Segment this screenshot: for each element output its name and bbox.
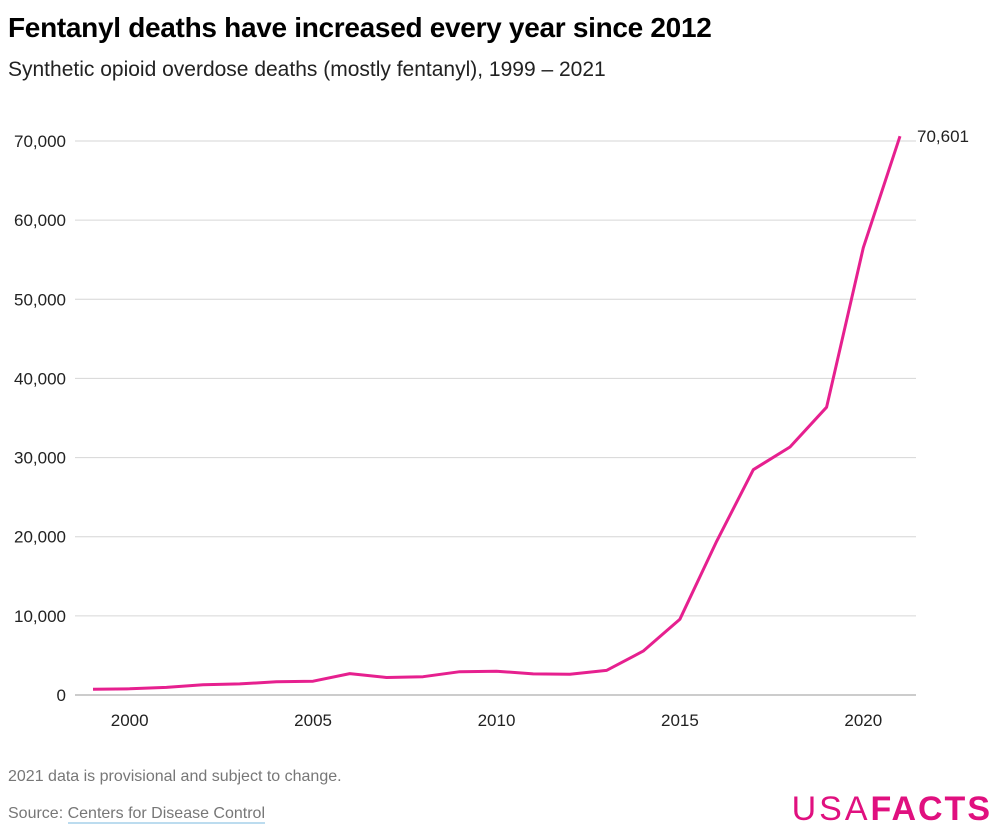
line-chart: 0 10,000 20,000 30,000 40,000 50,000 60,000 70,… [14,127,969,730]
usafacts-logo: USAFACTS [792,790,992,829]
logo-usa: USA [791,790,871,828]
y-tick-label: 30,000 [14,449,66,468]
x-tick-label: 2020 [844,711,882,730]
x-tick-label: 2015 [661,711,699,730]
y-tick-label: 40,000 [14,369,66,388]
series-line [92,135,902,691]
chart-subtitle: Synthetic opioid overdose deaths (mostly… [8,58,606,81]
x-tick-label: 2000 [111,711,149,730]
x-tick-label: 2005 [294,711,332,730]
logo-facts: FACTS [870,790,992,828]
source-link[interactable]: Centers for Disease Control [67,805,266,824]
footnote: 2021 data is provisional and subject to … [8,768,342,785]
y-tick-label: 0 [57,686,66,705]
y-tick-label: 70,000 [14,132,66,151]
y-tick-label: 20,000 [14,528,66,547]
y-tick-label: 60,000 [14,211,66,230]
end-value-label: 70,601 [917,127,969,146]
y-tick-label: 10,000 [14,607,66,626]
chart-title: Fentanyl deaths have increased every yea… [8,12,712,43]
y-tick-label: 50,000 [14,290,66,309]
source-line: Source: Centers for Disease Control [8,805,266,824]
x-tick-label: 2010 [478,711,516,730]
source-prefix: Source: [8,805,68,822]
